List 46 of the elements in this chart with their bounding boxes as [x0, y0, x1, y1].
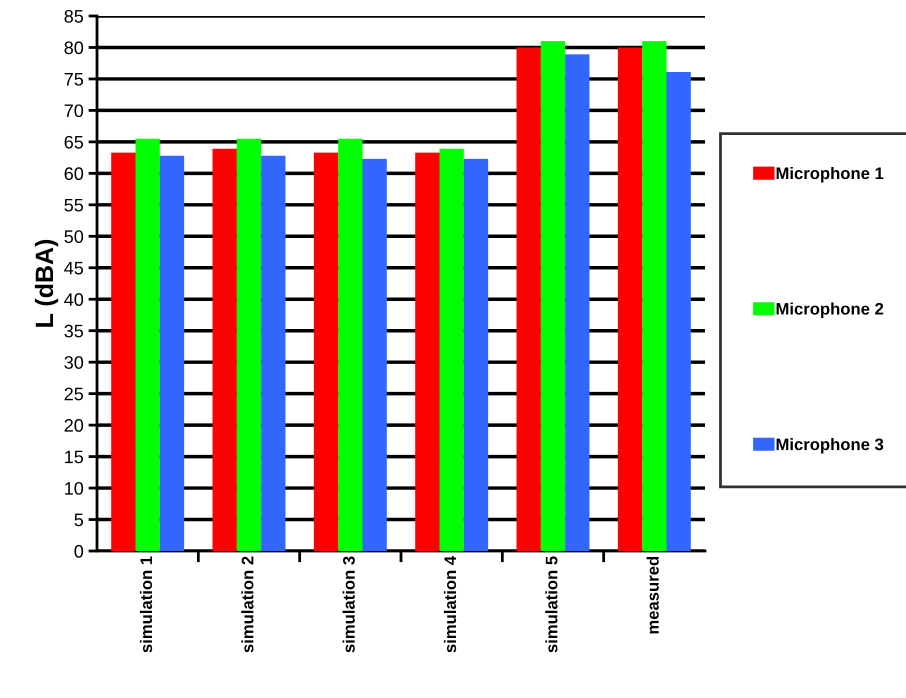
- bar: [642, 41, 666, 551]
- y-tick-label: 15: [65, 450, 84, 464]
- y-tick-label: 10: [65, 482, 84, 495]
- y-tick-label: 80: [64, 41, 84, 54]
- y-tick-label: 40: [64, 293, 84, 306]
- y-tick-label: 70: [64, 104, 84, 118]
- y-tick-label: 30: [64, 356, 84, 369]
- bar: [136, 138, 160, 551]
- bar: [160, 156, 184, 551]
- bar: [314, 152, 338, 551]
- bar: [212, 148, 237, 551]
- y-tick-label: 20: [64, 419, 84, 432]
- x-tick-label: measured: [646, 556, 659, 634]
- x-tick-label: simulation 2: [241, 556, 254, 653]
- bar: [666, 72, 691, 551]
- y-tick-label: 5: [74, 514, 84, 526]
- y-tick-label: 65: [64, 136, 84, 149]
- bar: [618, 47, 642, 551]
- bar: [464, 158, 488, 551]
- y-tick-label: 45: [64, 262, 84, 274]
- y-tick-label: 85: [64, 10, 84, 23]
- bar: [111, 152, 136, 551]
- legend-label: Microphone 2: [776, 302, 884, 318]
- bar: [338, 138, 362, 551]
- y-tick-label: 60: [64, 167, 84, 180]
- y-tick-label: 75: [64, 73, 84, 86]
- legend-label: Microphone 1: [776, 166, 884, 182]
- bar: [540, 41, 566, 551]
- x-tick-label: simulation 4: [444, 556, 456, 653]
- x-tick-label: simulation 1: [140, 556, 152, 653]
- bar: [516, 47, 541, 551]
- y-tick-label: 0: [74, 544, 84, 558]
- bar: [236, 138, 262, 551]
- y-axis-title: L (dBA): [34, 240, 58, 327]
- y-tick-label: 50: [64, 230, 84, 244]
- x-tick-label: simulation 5: [545, 556, 558, 653]
- bar: [362, 158, 387, 551]
- y-tick-label: 55: [64, 198, 84, 212]
- legend-label: Microphone 3: [776, 438, 884, 454]
- bar: [415, 152, 440, 551]
- y-tick-label: 35: [64, 324, 84, 338]
- x-tick-label: simulation 3: [342, 556, 355, 653]
- bar: [261, 156, 286, 551]
- y-tick-label: 25: [64, 388, 84, 400]
- bar: [440, 148, 464, 551]
- bar: [565, 54, 590, 551]
